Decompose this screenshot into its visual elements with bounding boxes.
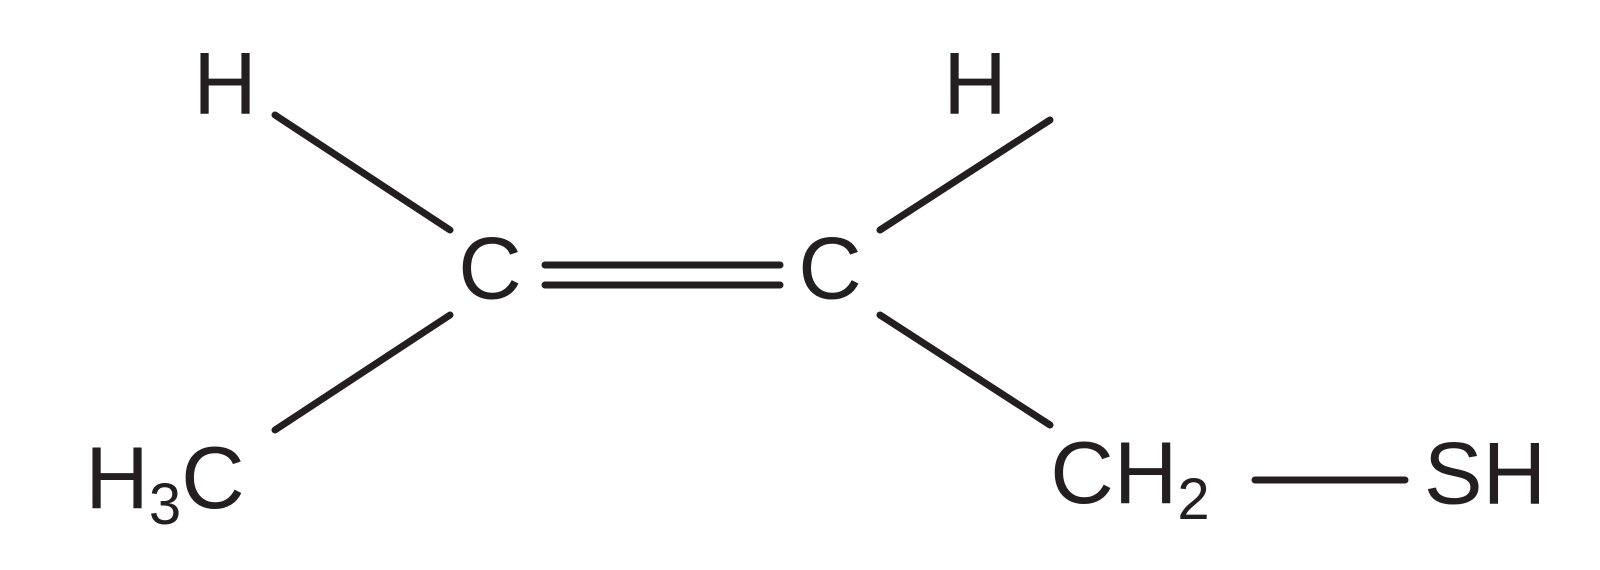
molecule-diagram: HH3CCCHCH2SH — [0, 0, 1600, 570]
atom-label-sh: SH — [1424, 423, 1546, 522]
bond-line — [275, 315, 450, 430]
atom-label-ch2: CH2 — [1050, 423, 1209, 532]
bond-line — [880, 120, 1050, 230]
atom-label-h3c: H3C — [85, 428, 244, 537]
atom-label-c1: C — [458, 218, 522, 317]
atom-label-h1: H — [193, 33, 257, 132]
bond-line — [275, 115, 450, 230]
bond-line — [880, 315, 1050, 425]
atom-label-h2: H — [943, 33, 1007, 132]
atom-label-c2: C — [798, 218, 862, 317]
